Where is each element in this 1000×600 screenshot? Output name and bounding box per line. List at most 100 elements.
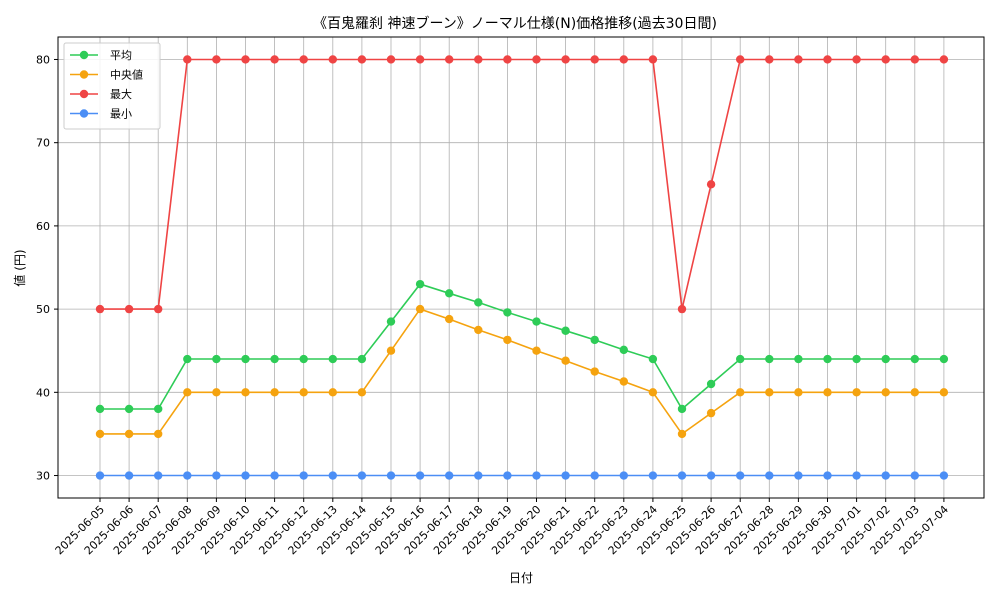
data-point — [328, 471, 337, 480]
data-point — [881, 55, 890, 64]
series-2 — [95, 55, 949, 314]
data-point — [823, 471, 832, 480]
data-point — [532, 346, 541, 355]
data-point — [183, 388, 192, 397]
series-3 — [95, 471, 949, 480]
data-point — [328, 388, 337, 397]
data-point — [445, 289, 454, 298]
data-point — [212, 354, 221, 364]
data-point — [183, 55, 192, 64]
data-point — [270, 471, 279, 480]
legend-swatch-marker — [79, 50, 89, 60]
data-point — [939, 471, 949, 480]
data-point — [561, 356, 570, 365]
y-tick-label: 50 — [36, 303, 50, 316]
data-point — [183, 471, 192, 480]
legend-swatch-marker — [79, 109, 89, 118]
series-layer — [95, 55, 949, 480]
data-point — [619, 471, 628, 480]
data-point — [503, 335, 512, 345]
data-point — [910, 354, 919, 364]
data-point — [823, 388, 832, 397]
data-point — [270, 388, 279, 397]
data-point — [241, 354, 250, 364]
data-point — [532, 55, 541, 64]
data-point — [852, 471, 861, 480]
data-point — [910, 55, 919, 64]
data-point — [794, 388, 803, 397]
data-point — [415, 279, 425, 289]
data-point — [124, 304, 134, 314]
data-point — [386, 471, 396, 480]
data-point — [241, 388, 250, 397]
data-point — [648, 55, 658, 64]
data-point — [590, 367, 599, 376]
legend-entry: 最小 — [70, 108, 132, 121]
data-point — [561, 471, 570, 480]
data-point — [939, 55, 949, 64]
data-point — [183, 354, 192, 364]
legend-entry: 平均 — [70, 49, 132, 62]
data-point — [706, 408, 716, 418]
series-line — [100, 283, 944, 411]
data-point — [561, 326, 570, 335]
data-point — [794, 55, 803, 64]
data-point — [357, 471, 367, 480]
data-point — [852, 388, 861, 397]
data-point — [677, 471, 687, 480]
data-point — [445, 55, 454, 64]
data-point — [736, 354, 745, 364]
data-point — [124, 429, 134, 439]
plot-frame — [57, 36, 985, 499]
data-point — [561, 55, 570, 64]
data-point — [95, 304, 105, 314]
data-point — [677, 429, 687, 439]
data-point — [386, 55, 396, 64]
data-point — [881, 471, 890, 480]
data-point — [765, 55, 774, 64]
data-point — [939, 354, 949, 364]
data-point — [154, 471, 163, 480]
grid — [58, 37, 984, 498]
data-point — [154, 304, 163, 314]
legend-label: 中央値 — [110, 69, 143, 82]
data-point — [415, 55, 425, 64]
data-point — [706, 180, 716, 189]
data-point — [881, 388, 890, 397]
data-point — [503, 471, 512, 480]
legend-swatch-marker — [79, 89, 89, 99]
chart-title: 《百鬼羅刹 神速ブーン》ノーマル仕様(N)価格推移(過去30日間) — [313, 15, 717, 32]
y-tick-label: 80 — [36, 53, 50, 66]
data-point — [299, 388, 308, 397]
data-point — [910, 388, 919, 397]
data-point — [648, 388, 658, 397]
data-point — [765, 388, 774, 397]
data-point — [154, 429, 163, 439]
legend-label: 最大 — [110, 87, 132, 101]
data-point — [590, 55, 599, 64]
data-point — [474, 55, 483, 64]
series-0 — [95, 279, 949, 414]
y-tick-label: 40 — [36, 386, 50, 399]
data-point — [619, 55, 628, 64]
data-point — [241, 55, 250, 64]
data-point — [415, 304, 425, 314]
series-line — [100, 308, 944, 436]
data-point — [736, 388, 745, 397]
data-point — [619, 345, 628, 355]
data-point — [474, 471, 483, 480]
data-point — [415, 471, 425, 480]
data-point — [765, 471, 774, 480]
data-point — [590, 471, 599, 480]
data-point — [590, 335, 599, 345]
data-point — [503, 308, 512, 317]
data-point — [124, 404, 134, 414]
y-tick-label: 70 — [36, 137, 50, 150]
data-point — [619, 377, 628, 386]
data-point — [823, 55, 832, 64]
data-point — [852, 55, 861, 64]
data-point — [212, 471, 221, 480]
data-point — [881, 354, 890, 364]
data-point — [532, 471, 541, 480]
data-point — [823, 354, 832, 364]
